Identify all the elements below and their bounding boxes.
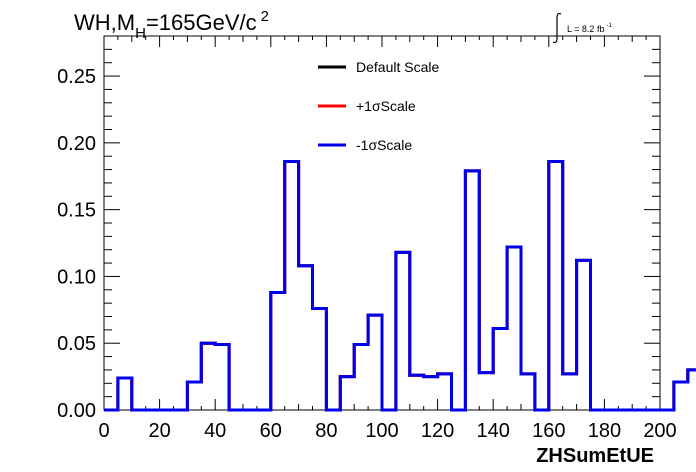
chart-title-subscript: H bbox=[135, 25, 146, 42]
luminosity-value: L = 8.2 fb bbox=[567, 24, 604, 34]
x-tick-label: 0 bbox=[98, 420, 109, 442]
y-tick-label: 0.20 bbox=[57, 133, 96, 155]
legend-label-minus1sigma: -1σScale bbox=[356, 137, 412, 153]
x-tick-label: 160 bbox=[532, 420, 565, 442]
y-tick-label: 0.15 bbox=[57, 200, 96, 222]
x-tick-label: 20 bbox=[148, 420, 170, 442]
x-tick-label: 80 bbox=[315, 420, 337, 442]
x-axis-label: ZHSumEtUE bbox=[536, 445, 654, 467]
chart-title-superscript: 2 bbox=[261, 8, 269, 25]
x-tick-label: 60 bbox=[260, 420, 282, 442]
x-tick-label: 140 bbox=[477, 420, 510, 442]
luminosity-unit-exponent: -1 bbox=[606, 23, 612, 29]
y-tick-label: 0.10 bbox=[57, 266, 96, 288]
chart-title-main: WH,M bbox=[74, 10, 135, 35]
x-tick-label: 100 bbox=[365, 420, 398, 442]
y-tick-label: 0.25 bbox=[57, 66, 96, 88]
x-tick-label: 40 bbox=[204, 420, 226, 442]
y-tick-label: 0.00 bbox=[57, 400, 96, 422]
series-layer bbox=[104, 160, 696, 412]
y-tick-label: 0.05 bbox=[57, 333, 96, 355]
series-line-2 bbox=[104, 160, 696, 412]
legend: Default Scale +1σScale -1σScale bbox=[318, 59, 439, 153]
integral-sign-icon bbox=[552, 12, 562, 44]
chart-title: WH,MH=165GeV/c 2 bbox=[74, 8, 269, 42]
chart-title-rest: =165GeV/c bbox=[146, 10, 257, 35]
x-axis: 0 20 40 60 80 100 120 140 160 180 200 bbox=[98, 36, 677, 442]
y-axis: 0.00 0.05 0.10 0.15 0.20 0.25 bbox=[57, 35, 660, 422]
legend-label-plus1sigma: +1σScale bbox=[356, 98, 416, 114]
x-tick-label: 180 bbox=[588, 420, 621, 442]
legend-label-default: Default Scale bbox=[356, 59, 439, 75]
svg-text:L = 8.2 fb-1: L = 8.2 fb -1 bbox=[567, 23, 612, 34]
luminosity-label: L = 8.2 fb -1 bbox=[552, 12, 612, 44]
x-tick-label: 200 bbox=[643, 420, 676, 442]
x-tick-label: 120 bbox=[421, 420, 454, 442]
